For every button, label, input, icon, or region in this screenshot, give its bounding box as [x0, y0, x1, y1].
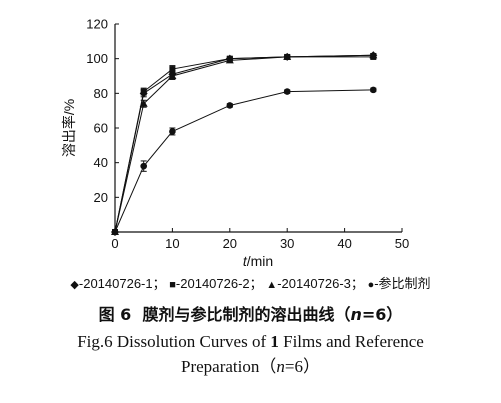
series-2	[112, 53, 377, 235]
triangle-marker	[225, 56, 234, 64]
x-axis-variable: t	[243, 253, 248, 269]
caption-en-bold-number: 1	[270, 332, 279, 351]
caption-cn-prefix: 图 6	[98, 305, 132, 324]
figure-caption-cn: 图 6 膜剂与参比制剂的溶出曲线（n=6）	[0, 301, 501, 325]
series-line	[114, 54, 374, 233]
y-tick-label: 20	[94, 190, 108, 205]
circle-marker	[140, 162, 147, 170]
series-3	[111, 51, 378, 235]
y-tick-label: 80	[94, 86, 108, 101]
x-tick-label: 20	[223, 236, 237, 251]
caption-en-part: =6）	[284, 357, 320, 376]
figure-caption-en: Fig.6 Dissolution Curves of 1 Films and …	[0, 329, 501, 379]
caption-cn-text: 膜剂与参比制剂的溶出曲线（	[142, 305, 351, 324]
square-marker	[169, 66, 176, 73]
series-1	[111, 51, 378, 236]
x-tick-label: 40	[337, 236, 351, 251]
series-line	[114, 89, 374, 233]
x-axis-label: t/min	[243, 253, 273, 269]
triangle-marker	[283, 52, 292, 60]
series-line	[114, 54, 374, 233]
x-tick-label: 0	[111, 236, 118, 251]
circle-marker	[169, 128, 176, 135]
legend-separator: ；	[249, 276, 263, 291]
caption-en-part: Preparation（	[181, 357, 277, 376]
caption-cn-end: =6）	[361, 305, 403, 324]
series-4	[111, 86, 377, 236]
triangle-marker	[139, 99, 148, 107]
x-axis-unit: /min	[247, 253, 273, 269]
square-marker-icon: ■	[169, 279, 176, 291]
triangle-marker	[369, 51, 378, 59]
y-axis-label: 溶出率/%	[61, 99, 77, 157]
triangle-marker-icon: ▲	[266, 279, 278, 291]
caption-en-part: Fig.6 Dissolution Curves of	[77, 332, 271, 351]
y-tick-label: 100	[86, 51, 108, 66]
diamond-marker-icon: ◆	[70, 279, 79, 291]
chart-axes: 0 10 20 30 40 50 20 40 60 80 100 120	[86, 17, 409, 252]
caption-en-n: n	[276, 357, 285, 376]
x-tick-label: 10	[165, 236, 179, 251]
x-tick-label: 30	[280, 236, 294, 251]
circle-marker	[111, 228, 119, 236]
circle-marker-icon: ●	[367, 279, 375, 291]
square-marker	[140, 88, 147, 95]
legend-item-1: -20140726-1	[78, 276, 153, 291]
legend-item-4: -参比制剂	[374, 276, 431, 291]
y-tick-label: 40	[94, 155, 108, 170]
caption-cn-n: n	[350, 305, 362, 324]
x-tick-label: 50	[395, 236, 409, 251]
y-tick-label: 60	[94, 121, 108, 136]
caption-en-line-1: Fig.6 Dissolution Curves of 1 Films and …	[0, 329, 501, 354]
dissolution-chart: 0 10 20 30 40 50 20 40 60 80 100 120 溶出率/% t/min	[61, 17, 409, 270]
circle-marker	[283, 88, 291, 95]
caption-en-line-2: Preparation（n=6）	[0, 354, 501, 379]
series-line	[114, 56, 374, 233]
chart-legend: ◆-20140726-1； ■-20140726-2； ▲-20140726-3…	[0, 273, 501, 292]
y-tick-label: 120	[86, 17, 108, 32]
triangle-marker	[168, 72, 177, 79]
circle-marker	[370, 86, 377, 94]
circle-marker	[226, 102, 234, 109]
legend-item-2: -20140726-2	[175, 276, 250, 291]
legend-separator: ；	[152, 276, 166, 291]
caption-en-part: Films and Reference	[278, 332, 424, 351]
legend-item-3: -20140726-3	[277, 276, 351, 291]
legend-separator: ；	[350, 276, 364, 291]
chart-series	[111, 51, 378, 236]
